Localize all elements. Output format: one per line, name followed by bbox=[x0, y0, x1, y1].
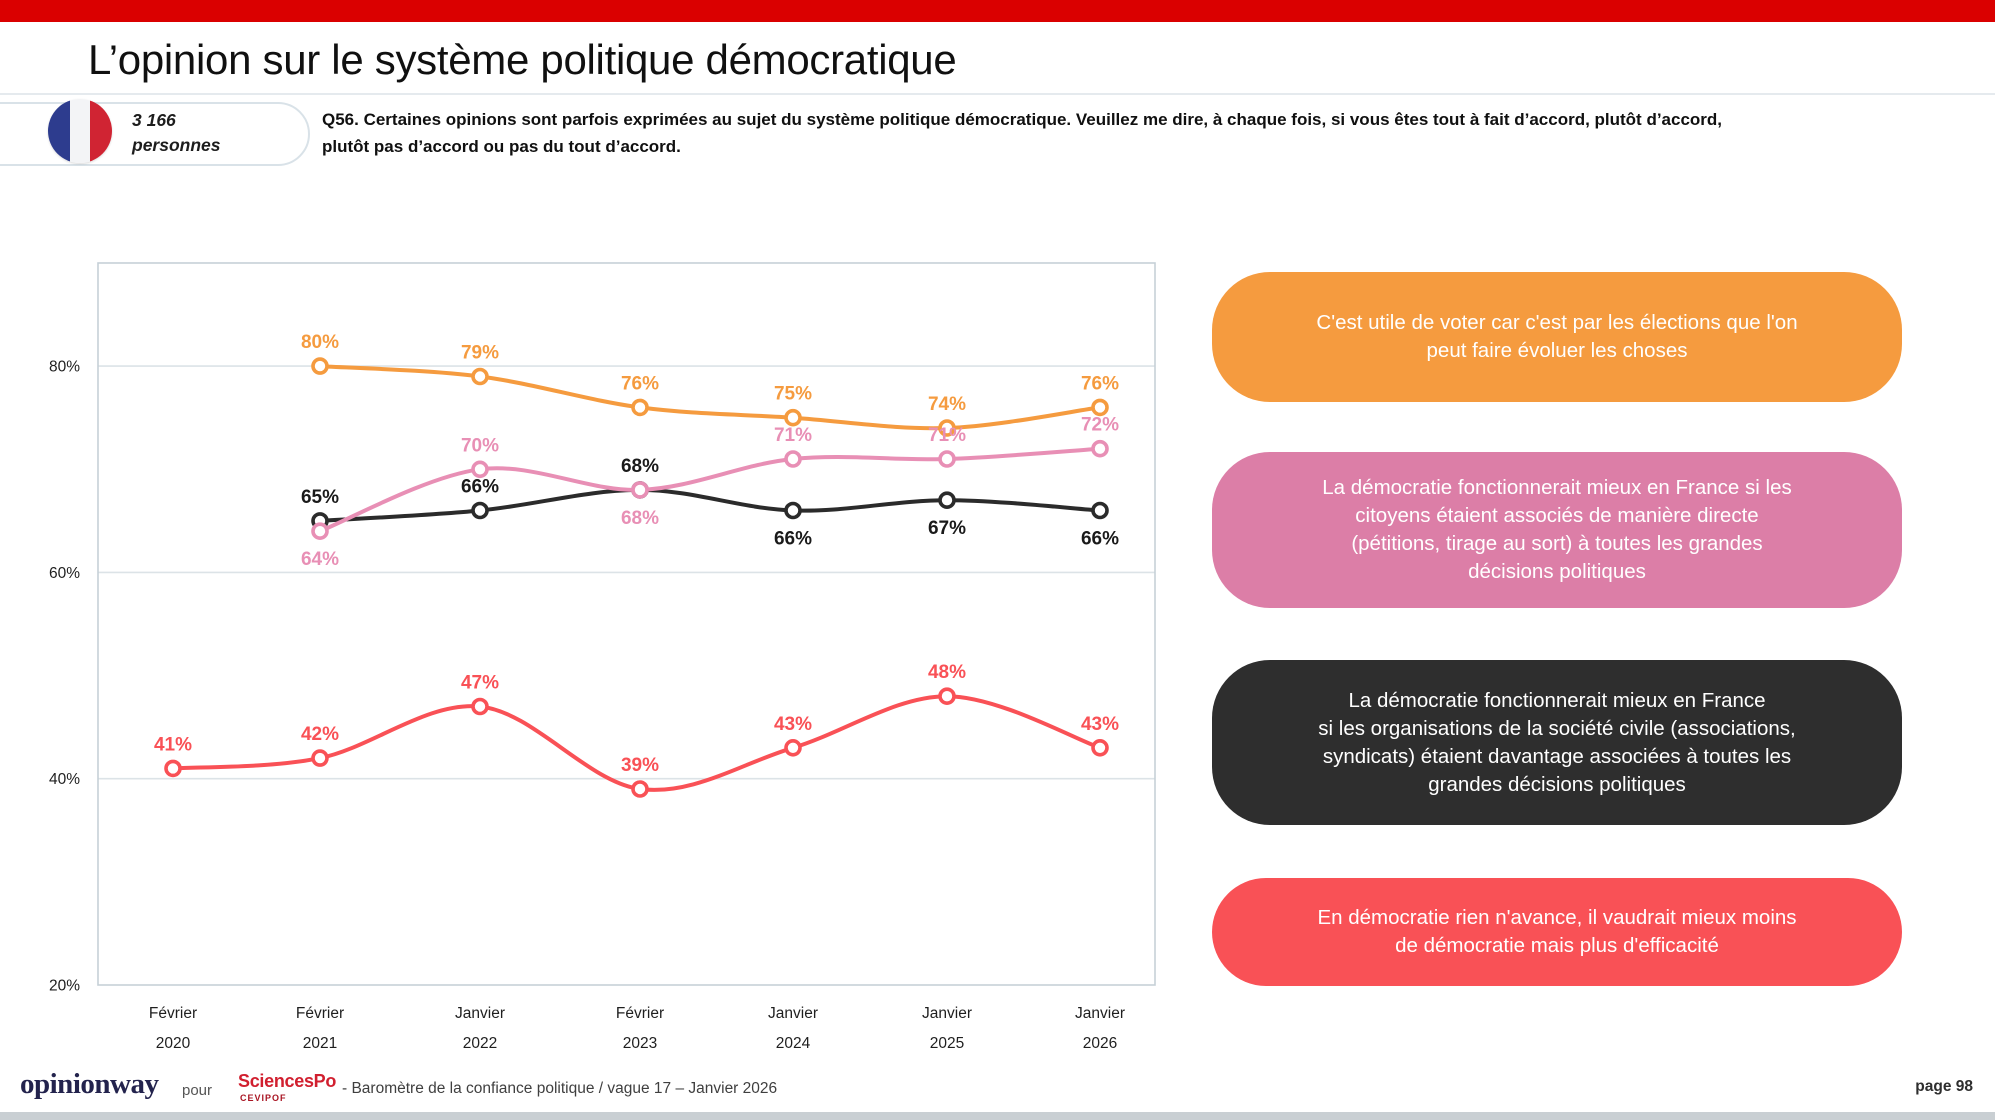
data-point-marker bbox=[938, 687, 956, 706]
data-point-marker bbox=[631, 780, 649, 798]
top-accent-bar bbox=[0, 0, 1995, 22]
data-label: 43% bbox=[1081, 714, 1119, 735]
data-point-marker bbox=[471, 697, 489, 716]
sample-size: 3 166 personnes bbox=[132, 108, 221, 158]
legend-box-citoyens-associes: La démocratie fonctionnerait mieux en Fr… bbox=[1212, 452, 1902, 608]
series-line bbox=[318, 364, 1102, 431]
data-label: 67% bbox=[928, 518, 966, 539]
data-label: 74% bbox=[928, 394, 966, 415]
data-point-marker bbox=[631, 481, 649, 499]
x-tick-label: Janvier 2026 bbox=[1075, 1005, 1125, 1052]
data-point-marker bbox=[311, 522, 329, 541]
legend-box-moins-democratie: En démocratie rien n'avance, il vaudrait… bbox=[1212, 878, 1902, 986]
data-label: 68% bbox=[621, 508, 659, 529]
data-label: 65% bbox=[301, 487, 339, 508]
x-tick-label: Janvier 2024 bbox=[768, 1005, 818, 1052]
plot-border bbox=[97, 262, 1156, 986]
legend-box-societe-civile: La démocratie fonctionnerait mieux en Fr… bbox=[1212, 660, 1902, 825]
sciencespo-logo: SciencesPo bbox=[238, 1071, 337, 1091]
y-tick-label: 80% bbox=[49, 359, 80, 376]
data-label: 42% bbox=[301, 724, 339, 745]
data-label: 39% bbox=[621, 755, 659, 776]
legend-text-citoyens-associes: La démocratie fonctionnerait mieux en Fr… bbox=[1322, 476, 1792, 583]
data-label: 41% bbox=[154, 734, 192, 755]
y-tick-label: 40% bbox=[49, 771, 80, 788]
data-point-marker bbox=[1091, 501, 1109, 520]
footer-pour-label: pour bbox=[182, 1082, 213, 1099]
data-point-marker bbox=[1091, 738, 1109, 757]
gridlines bbox=[98, 365, 1155, 780]
bottom-strip bbox=[0, 1112, 1995, 1120]
data-point-marker bbox=[471, 501, 489, 520]
sample-count: 3 166 bbox=[132, 110, 176, 130]
data-label: 48% bbox=[928, 662, 966, 683]
data-label: 70% bbox=[461, 435, 499, 456]
chart-canvas: 20% 40% 60% 80% Février 2020 Février 2021 Janvie… bbox=[49, 262, 1156, 1052]
legend-text-societe-civile: La démocratie fonctionnerait mieux en Fr… bbox=[1318, 688, 1796, 796]
data-label: 71% bbox=[774, 425, 812, 446]
series-2: 65% 66% 68% 66% 67% 66% bbox=[301, 456, 1119, 550]
data-label: 72% bbox=[1081, 415, 1119, 436]
data-label: 75% bbox=[774, 384, 812, 405]
data-point-marker bbox=[784, 738, 802, 757]
data-label: 76% bbox=[1081, 373, 1119, 394]
series-3: 41% 42% 47% 39% 43% 48% 43% bbox=[154, 662, 1119, 798]
france-flag-icon bbox=[48, 99, 112, 163]
page-number: page 98 bbox=[1915, 1078, 1973, 1095]
x-axis-labels: Février 2020 Février 2021 Janvier 2022 Février… bbox=[149, 1005, 1125, 1052]
x-tick-label: Janvier 2022 bbox=[455, 1005, 505, 1052]
data-label: 66% bbox=[1081, 529, 1119, 550]
data-point-marker bbox=[1091, 439, 1109, 458]
data-label: 66% bbox=[774, 529, 812, 550]
x-tick-label: Février 2021 bbox=[296, 1005, 344, 1052]
data-point-marker bbox=[311, 749, 329, 767]
data-label: 66% bbox=[461, 477, 499, 498]
legend-text-moins-democratie: En démocratie rien n'avance, il vaudrait… bbox=[1317, 906, 1797, 957]
page-title: L’opinion sur le système politique démoc… bbox=[88, 36, 957, 83]
trend-chart: 20% 40% 60% 80% Février 2020 Février 2021 Janvie… bbox=[0, 200, 1170, 1080]
y-axis-ticks: 20% 40% 60% 80% bbox=[49, 359, 80, 995]
series-line bbox=[318, 446, 1102, 534]
series-line bbox=[318, 487, 1102, 523]
series-0: 80% 79% 76% 75% 74% 76% bbox=[301, 332, 1119, 437]
data-point-marker bbox=[784, 408, 802, 427]
y-tick-label: 60% bbox=[49, 565, 80, 582]
x-tick-label: Février 2023 bbox=[616, 1005, 664, 1052]
x-tick-label: Janvier 2025 bbox=[922, 1005, 972, 1052]
sample-unit: personnes bbox=[132, 135, 221, 155]
data-label: 43% bbox=[774, 714, 812, 735]
data-point-marker bbox=[311, 357, 329, 375]
y-tick-label: 20% bbox=[49, 978, 80, 995]
data-point-marker bbox=[471, 367, 489, 386]
data-label: 80% bbox=[301, 332, 339, 353]
x-tick-label: Février 2020 bbox=[149, 1005, 197, 1052]
data-point-marker bbox=[784, 501, 802, 520]
cevipof-logo: CEVIPOF bbox=[240, 1093, 287, 1103]
opinionway-logo: opinionway bbox=[20, 1068, 159, 1100]
data-label: 76% bbox=[621, 373, 659, 394]
data-point-marker bbox=[164, 759, 182, 778]
data-point-marker bbox=[1091, 398, 1109, 417]
data-label: 64% bbox=[301, 549, 339, 570]
data-point-marker bbox=[938, 419, 956, 437]
data-label: 79% bbox=[461, 343, 499, 364]
legend-box-vote-utile: C'est utile de voter car c'est par les é… bbox=[1212, 272, 1902, 402]
data-point-marker bbox=[938, 491, 956, 510]
data-point-marker bbox=[631, 398, 649, 417]
data-label: 68% bbox=[621, 456, 659, 477]
data-point-marker bbox=[471, 460, 489, 479]
legend-text-vote-utile: C'est utile de voter car c'est par les é… bbox=[1316, 311, 1798, 362]
title-divider bbox=[0, 93, 1995, 95]
data-point-marker bbox=[784, 450, 802, 468]
question-text: Q56. Certaines opinions sont parfois exp… bbox=[322, 110, 1723, 156]
series-1: 64% 70% 68% 71% 71% 72% bbox=[301, 415, 1119, 571]
data-label: 71% bbox=[928, 425, 966, 446]
data-label: 47% bbox=[461, 673, 499, 694]
footer-caption: - Baromètre de la confiance politique / … bbox=[342, 1080, 778, 1097]
data-point-marker bbox=[938, 450, 956, 468]
